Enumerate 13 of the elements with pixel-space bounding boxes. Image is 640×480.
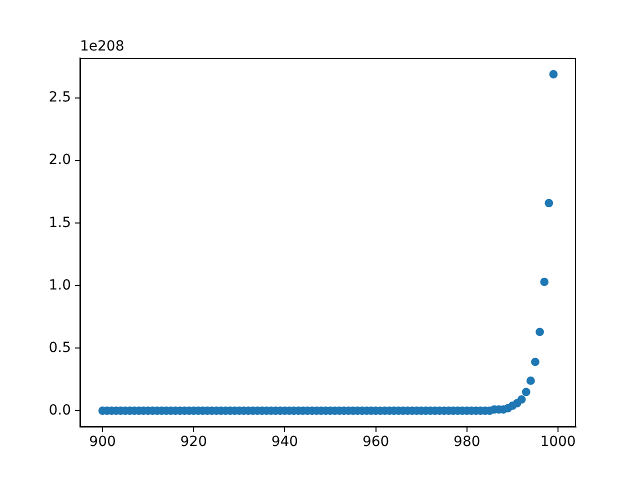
y-tick-label: 0.0 [48, 402, 71, 418]
x-tick-label: 920 [180, 434, 208, 450]
x-tick-label: 980 [454, 434, 480, 450]
x-tick-label: 940 [271, 434, 298, 450]
y-tick-label: 1.5 [48, 214, 71, 231]
x-tick-label: 900 [89, 434, 116, 450]
text: 1e208 [80, 38, 124, 55]
y-tick-label: 2.5 [48, 90, 71, 106]
y-tick-label: 0.5 [48, 340, 71, 356]
y-tick-label: 1.0 [48, 277, 71, 294]
x-tick-label: 960 [362, 434, 390, 450]
x-tick-label: 1000 [540, 434, 576, 450]
y-tick-label: 2.0 [48, 152, 71, 168]
